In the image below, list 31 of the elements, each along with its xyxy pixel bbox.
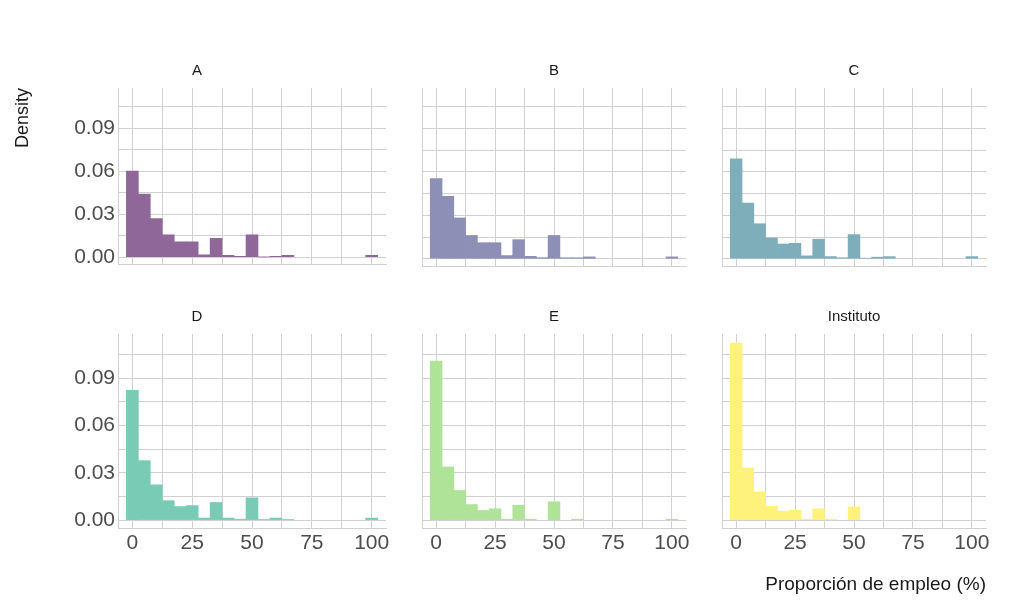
- x-tick-label: 100: [654, 530, 690, 554]
- x-tick-label: 75: [300, 530, 324, 554]
- x-tick-label: 50: [240, 530, 264, 554]
- y-tick-label: 0.06: [74, 157, 115, 181]
- x-tick-label: 75: [601, 530, 625, 554]
- chart-title: B: [548, 61, 560, 79]
- x-tick-label: 25: [483, 530, 507, 554]
- x-tick-label: 75: [901, 530, 925, 554]
- chart-title: E: [548, 307, 560, 325]
- chart-title: D: [191, 307, 203, 325]
- y-tick-label: 0.00: [74, 244, 115, 268]
- x-tick-label: 25: [180, 530, 204, 554]
- x-axis-title: Proporción de empleo (%): [765, 572, 986, 594]
- x-tick-label: 0: [430, 530, 442, 554]
- y-tick-label: 0.00: [74, 506, 115, 530]
- y-tick-label: 0.09: [74, 364, 115, 388]
- y-tick-label: 0.03: [74, 201, 115, 224]
- x-tick-label: 50: [542, 530, 566, 554]
- x-tick-label: 50: [842, 530, 866, 554]
- x-tick-label: 100: [354, 530, 390, 554]
- y-axis-title: Density: [11, 88, 32, 149]
- x-tick-label: 25: [783, 530, 807, 554]
- y-tick-label: 0.03: [74, 459, 115, 483]
- x-tick-label: 100: [954, 530, 990, 554]
- x-tick-label: 0: [126, 530, 139, 554]
- x-tick-label: 0: [730, 530, 742, 554]
- chart-title: C: [848, 61, 860, 79]
- chart-title: A: [191, 61, 203, 79]
- chart-title: Instituto: [827, 307, 881, 325]
- y-tick-label: 0.09: [74, 114, 115, 138]
- y-tick-label: 0.06: [74, 412, 115, 436]
